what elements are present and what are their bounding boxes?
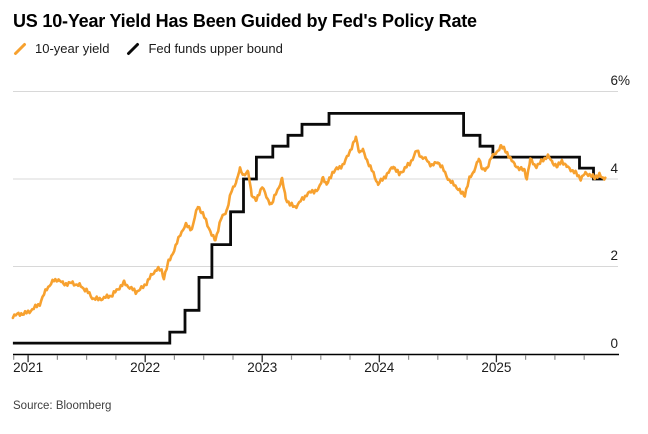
- x-axis-label: 2024: [364, 360, 395, 375]
- legend-label-10-year-yield: 10-year yield: [35, 41, 110, 56]
- legend-label-fed-funds: Fed funds upper bound: [148, 41, 283, 56]
- source-note: Source: Bloomberg: [13, 400, 112, 412]
- ten-year-yield-line: [11, 135, 607, 320]
- x-axis-label: 2021: [13, 360, 44, 375]
- x-axis-label: 2023: [247, 360, 278, 375]
- percent-suffix: %: [618, 73, 631, 88]
- x-axis-label: 2025: [481, 360, 512, 375]
- legend: 10-year yield Fed funds upper bound: [13, 41, 300, 56]
- orange-slash-icon: [14, 42, 26, 55]
- black-slash-icon: [127, 42, 140, 55]
- y-axis-label: 6%: [610, 73, 631, 88]
- x-axis-label: 2022: [130, 360, 161, 375]
- legend-item-10-year-yield: 10-year yield: [13, 41, 109, 56]
- y-axis-label: 2: [610, 248, 618, 263]
- chart-title: US 10-Year Yield Has Been Guided by Fed'…: [13, 11, 477, 31]
- y-axis-label: 4: [610, 160, 618, 176]
- fed-funds-line: [12, 112, 605, 345]
- legend-item-fed-funds: Fed funds upper bound: [126, 41, 283, 56]
- y-axis-label: 0: [610, 335, 618, 351]
